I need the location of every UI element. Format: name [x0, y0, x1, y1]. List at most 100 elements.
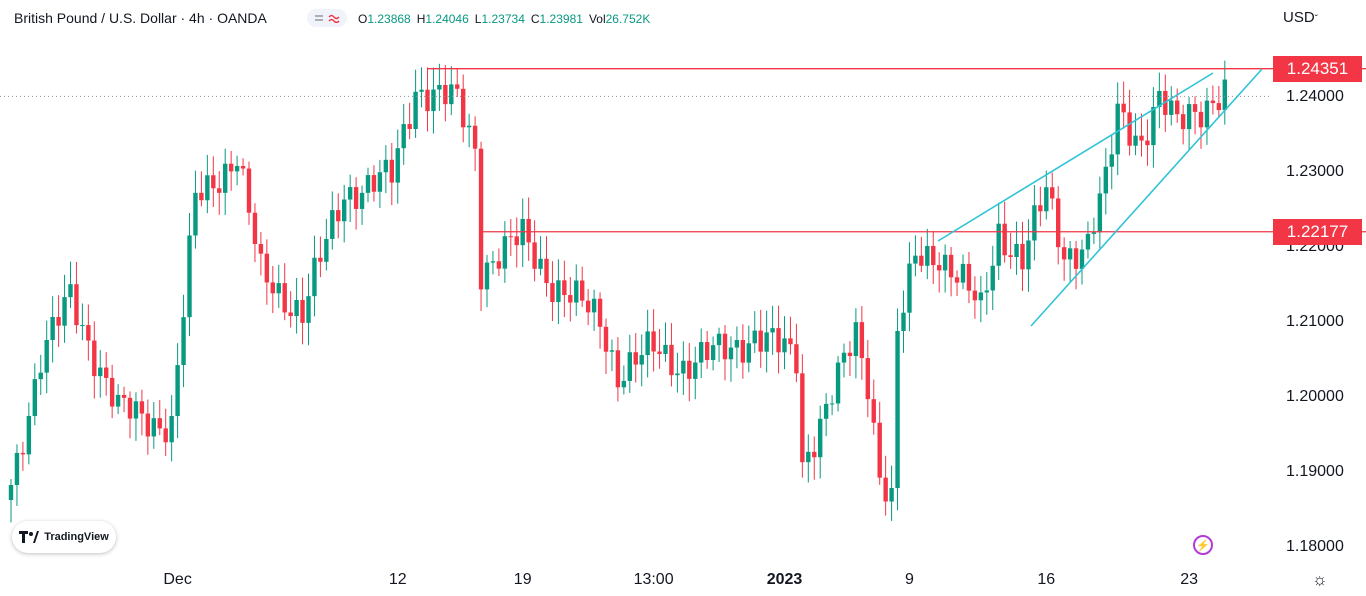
candle-body[interactable] [687, 360, 692, 379]
candle-body[interactable] [1020, 243, 1025, 270]
candle-body[interactable] [50, 316, 55, 340]
indicator-toggle[interactable] [307, 9, 347, 27]
candle-body[interactable] [704, 342, 710, 360]
candle-body[interactable] [14, 452, 20, 485]
candle-body[interactable] [1151, 107, 1156, 146]
candle-body[interactable] [716, 333, 722, 346]
candle-body[interactable] [1103, 166, 1108, 194]
candle-body[interactable] [109, 377, 115, 407]
candle-body[interactable] [841, 352, 847, 363]
candle-body[interactable] [187, 235, 192, 318]
candle-body[interactable] [300, 299, 305, 323]
candle-body[interactable] [1044, 187, 1049, 212]
candle-body[interactable] [871, 399, 876, 423]
candle-body[interactable] [740, 340, 746, 363]
candle-body[interactable] [800, 373, 805, 463]
candle-body[interactable] [1008, 255, 1013, 258]
candle-body[interactable] [32, 379, 37, 416]
candle-body[interactable] [324, 238, 329, 262]
candle-body[interactable] [651, 331, 656, 352]
lightning-icon[interactable]: ⚡ [1193, 535, 1213, 555]
candle-body[interactable] [437, 84, 442, 90]
candle-body[interactable] [663, 344, 668, 354]
candle-body[interactable] [883, 477, 888, 502]
candle-body[interactable] [472, 125, 478, 149]
candle-body[interactable] [484, 262, 490, 290]
candle-body[interactable] [353, 187, 359, 209]
candle-body[interactable] [1127, 112, 1132, 146]
candle-body[interactable] [461, 88, 466, 128]
candle-body[interactable] [234, 165, 240, 172]
candle-body[interactable] [693, 362, 698, 379]
tradingview-logo[interactable]: TradingView [12, 521, 116, 553]
candle-body[interactable] [86, 325, 91, 341]
candle-body[interactable] [199, 192, 204, 201]
candle-body[interactable] [645, 331, 650, 356]
candle-body[interactable] [931, 245, 936, 266]
candle-body[interactable] [865, 358, 870, 400]
candle-body[interactable] [1085, 233, 1091, 250]
candle-body[interactable] [1073, 248, 1079, 269]
candle-body[interactable] [615, 350, 621, 388]
candle-body[interactable] [1139, 135, 1144, 141]
gear-icon[interactable]: ☼ [1312, 570, 1328, 589]
candle-body[interactable] [1115, 103, 1120, 155]
candle-body[interactable] [288, 312, 293, 317]
candle-body[interactable] [395, 148, 400, 183]
candle-body[interactable] [419, 89, 424, 92]
candle-body[interactable] [1169, 100, 1174, 115]
candle-body[interactable] [449, 84, 454, 105]
candle-body[interactable] [383, 159, 389, 173]
candle-body[interactable] [312, 257, 317, 297]
candle-body[interactable] [954, 277, 960, 283]
candle-body[interactable] [734, 340, 740, 348]
candle-body[interactable] [722, 333, 728, 360]
candle-body[interactable] [1097, 193, 1103, 233]
candle-body[interactable] [330, 210, 335, 239]
candle-body[interactable] [401, 124, 406, 149]
candle-body[interactable] [193, 192, 198, 236]
candle-body[interactable] [829, 403, 835, 405]
candle-body[interactable] [597, 298, 603, 327]
candle-body[interactable] [966, 263, 972, 291]
candle-body[interactable] [562, 280, 567, 296]
candle-body[interactable] [56, 316, 61, 326]
candle-body[interactable] [365, 175, 371, 193]
candle-body[interactable] [175, 365, 180, 416]
candle-body[interactable] [937, 265, 942, 271]
candle-body[interactable] [794, 344, 799, 374]
candle-body[interactable] [681, 360, 686, 374]
candle-body[interactable] [669, 344, 674, 376]
candle-body[interactable] [74, 284, 79, 326]
candle-body[interactable] [574, 280, 579, 303]
candle-body[interactable] [455, 84, 460, 89]
symbol-title[interactable]: British Pound / U.S. Dollar · 4h · OANDA [14, 10, 267, 26]
candle-body[interactable] [389, 159, 394, 183]
candle-body[interactable] [1002, 223, 1007, 256]
candle-body[interactable] [359, 192, 365, 209]
candle-body[interactable] [633, 352, 638, 365]
candle-body[interactable] [1133, 135, 1138, 146]
candle-body[interactable] [758, 330, 763, 352]
candle-body[interactable] [127, 397, 133, 419]
candle-body[interactable] [228, 163, 234, 172]
candle-body[interactable] [710, 345, 716, 360]
candle-body[interactable] [585, 300, 591, 313]
candle-body[interactable] [240, 165, 246, 169]
candle-body[interactable] [770, 328, 775, 333]
candle-body[interactable] [818, 418, 823, 458]
candle-body[interactable] [1067, 248, 1073, 260]
candle-body[interactable] [502, 236, 508, 269]
candle-body[interactable] [205, 175, 210, 201]
candle-body[interactable] [371, 175, 377, 192]
candle-body[interactable] [270, 282, 275, 294]
candle-body[interactable] [835, 362, 841, 404]
candle-body[interactable] [466, 125, 472, 128]
candle-body[interactable] [847, 352, 853, 357]
candle-body[interactable] [496, 261, 502, 269]
candle-body[interactable] [812, 451, 817, 458]
candle-body[interactable] [26, 415, 32, 455]
candle-body[interactable] [121, 394, 127, 398]
candle-body[interactable] [425, 89, 430, 112]
